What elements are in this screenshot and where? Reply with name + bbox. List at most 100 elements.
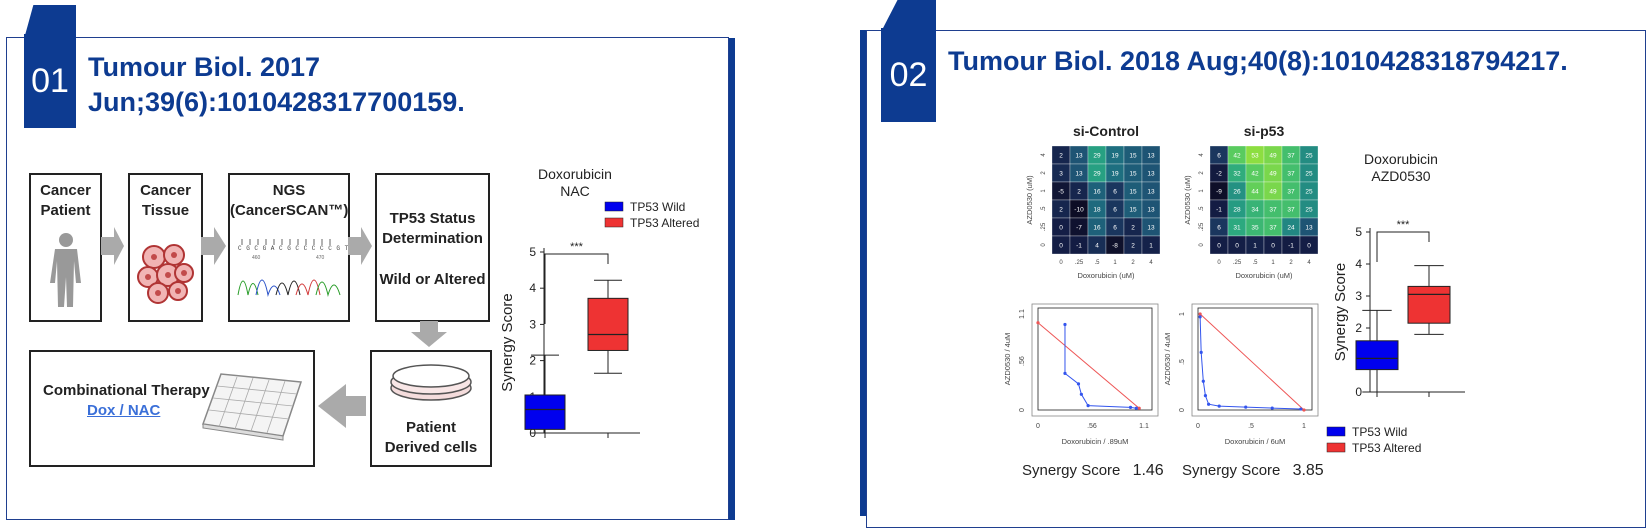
heatmap-cell-value: -1 [1216,207,1222,214]
heatmap-cell-value: 19 [1111,153,1119,160]
sequence-pos-start: 460 [252,255,261,261]
legend-swatch [604,217,624,228]
heatmap-y-tick: 1 [1041,189,1047,193]
heatmap-cell-value: 2 [1077,189,1081,196]
legend-swatch [1326,426,1346,437]
panel1-title[interactable]: Tumour Biol. 2017 Jun;39(6):101042831770… [88,50,688,120]
heatmap-x-label: Doxorubicin (uM) [1077,271,1135,280]
legend-swatch [1326,442,1346,453]
heatmap-cell-value: 0 [1307,243,1311,250]
heatmap-cell-value: 13 [1305,225,1313,232]
isobologram-y-label: AZD0530 / 4uM [1003,333,1012,386]
panel1-border-accent [727,38,735,520]
isobologram-point [1201,379,1205,383]
flow-combination-link[interactable]: Dox / NAC [87,402,161,419]
heatmap-y-tick: .5 [1199,206,1205,212]
heatmap-y-tick: .25 [1199,222,1205,231]
isobologram-y-tick: 1.1 [1019,309,1026,319]
heatmap-cell-value: -5 [1058,189,1064,196]
heatmap-cell-value: 37 [1269,225,1277,232]
heatmap-cell-value: 31 [1233,225,1241,232]
arrow-right-1 [101,227,124,265]
heatmap-x-tick: 0 [1059,260,1063,266]
heatmap-cell-value: 0 [1217,243,1221,250]
heatmap-x-tick: .25 [1075,260,1084,266]
chart-title: Doxorubicin [538,168,612,182]
heatmap-cell-value: 37 [1287,189,1295,196]
well-plate-icon [201,373,303,441]
heatmap-cell-value: 6 [1113,189,1117,196]
isobologram-x-label: Doxorubicin / .89uM [1062,437,1129,446]
heatmap-y-label: AZD0530 (uM) [1183,175,1192,225]
heatmap-x-tick: .5 [1252,260,1258,266]
significance-bracket [1376,231,1430,262]
heatmap-cell-value: 4 [1095,243,1099,250]
heatmap-cell-value: -8 [1112,243,1118,250]
isobologram-si-p53: 0 .5 1 0 .5 1 Doxorubicin / 6uM AZD0530 / 4uM [1163,303,1319,446]
heatmap-cell-value: 13 [1147,225,1155,232]
heatmap-cell-value: 15 [1129,189,1137,196]
sequence-text: C G C G A C G C C C C C G T C [238,245,357,252]
heatmap-cell-value: 1 [1253,243,1257,250]
heatmap-cell-value: -2 [1216,171,1222,178]
isobologram-point [1299,407,1303,411]
heatmap-cell-value: -1 [1288,243,1294,250]
heatmap-cell-value: 6 [1217,153,1221,160]
heatmap-cell-value: 28 [1233,207,1241,214]
heatmap-cell-value: 29 [1093,153,1101,160]
isobologram-y-tick: 0 [1179,408,1186,412]
significance-label: *** [1397,219,1411,231]
arrow-right-3 [348,227,372,265]
y-tick-label: 2 [529,354,536,368]
arrow-down [411,321,447,347]
heatmap-title: si-Control [1073,123,1139,139]
panel2 [866,30,1646,528]
heatmap-cell-value: 1 [1149,243,1153,250]
synergy-score-left-value: 1.46 [1132,462,1164,479]
isobologram-point [1302,408,1306,412]
heatmap-x-tick: 1 [1113,260,1117,266]
heatmap-cell-value: 2 [1131,243,1135,250]
heatmap-x-tick: 1 [1271,260,1275,266]
flow-arrows [101,227,447,428]
y-tick-label: 3 [1355,289,1362,303]
heatmap-cell-value: 15 [1129,153,1137,160]
heatmap-x-tick: 4 [1307,260,1311,266]
heatmap-cell-value: 0 [1059,225,1063,232]
heatmap-x-label: Doxorubicin (uM) [1235,271,1293,280]
isobologram-point [1128,405,1133,409]
isobologram-frame [1031,303,1159,417]
flow-combination-label: Combinational Therapy [43,382,210,399]
arrow-right-2 [201,227,226,265]
heatmap-cell-value: 37 [1269,207,1277,214]
isobologram-si-control: 0 .56 1.1 0 .56 1.1 Doxorubicin / .89uM AZD0530… [1003,303,1159,446]
y-tick-label: 4 [529,281,536,295]
heatmap-cell-value: 0 [1271,243,1275,250]
legend-label: TP53 Altered [1352,441,1421,455]
isobologram-plot-area [1037,307,1153,411]
panel2-title[interactable]: Tumour Biol. 2018 Aug;40(8):101042831879… [948,46,1568,76]
heatmap-cell-value: 2 [1059,153,1063,160]
heatmap-y-tick: 4 [1041,153,1047,157]
heatmap-cell [1299,235,1319,255]
heatmap-cell-value: 49 [1269,171,1277,178]
flow-cancer-patient-label: Cancer Patient [40,182,91,219]
chart-title: Doxorubicin [1364,151,1438,167]
heatmap-cell-value: 13 [1147,207,1155,214]
y-tick-label: 5 [1355,225,1362,239]
flow-combination-therapy: Combinational Therapy Dox / NAC [29,350,315,467]
isobologram-point [1086,404,1090,408]
heatmap-cell-value: 13 [1147,171,1155,178]
heatmap-title: si-p53 [1244,123,1285,139]
box-altered [587,297,629,351]
isobologram-point [1036,321,1040,325]
y-tick-label: 4 [1355,257,1362,271]
isobologram-x-tick: 0 [1036,423,1040,430]
isobologram-y-tick: 1 [1179,312,1186,316]
y-axis-label: Synergy Score [1332,263,1349,361]
panel1-title-line1: Tumour Biol. 2017 [88,52,321,82]
heatmap-cell-value: 19 [1111,171,1119,178]
y-axis-label: Synergy Score [500,293,516,391]
